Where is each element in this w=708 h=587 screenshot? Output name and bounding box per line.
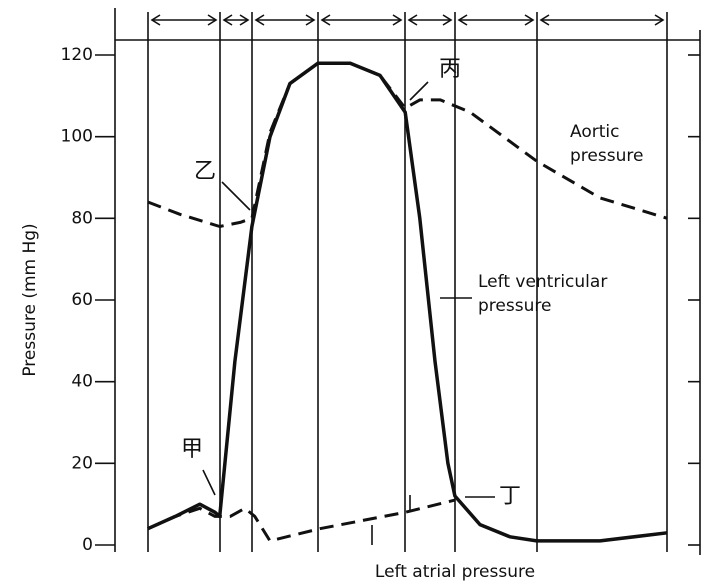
annotation: 甲 [181,437,203,462]
annotation: 乙 [194,159,216,184]
y-tick-label: 120 [61,45,93,65]
y-tick-label: 20 [71,453,93,473]
layout [114,8,701,555]
annotation: 丁 [499,484,521,509]
series-label: Left atrial pressure [375,562,535,582]
y-tick-label: 0 [82,535,93,555]
y-axis-label: Pressure (mm Hg) [20,223,40,376]
series-label: Aortic pressure [570,122,643,166]
line [147,61,668,228]
annotation: 丙 [439,57,461,82]
y-tick-label: 60 [71,290,93,310]
series-label: Left ventricular pressure [478,272,613,316]
y-tick-label: 100 [61,127,93,147]
y-tick-label: 40 [71,372,93,392]
y-tick-label: 80 [71,208,93,228]
line [147,498,456,543]
